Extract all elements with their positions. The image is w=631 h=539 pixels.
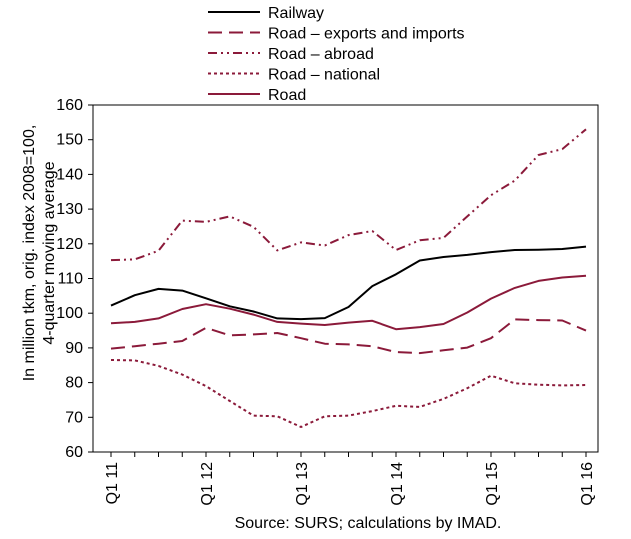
legend-label: Road – abroad	[268, 46, 374, 63]
x-tick-label: Q1 14	[389, 462, 406, 506]
legend-label: Railway	[268, 5, 324, 22]
y-tick-label: 110	[57, 271, 83, 288]
source-note: Source: SURS; calculations by IMAD.	[235, 515, 502, 532]
legend: Railway Road – exports and imports Road – …	[208, 5, 465, 104]
y-tick-label: 90	[65, 340, 83, 357]
series-line-0	[110, 245, 587, 321]
series-line-1	[110, 318, 587, 355]
y-tick-label: 80	[65, 375, 83, 392]
y-tick-label: 150	[56, 132, 83, 149]
x-tick-label: Q1 13	[294, 462, 311, 506]
y-tick-label: 60	[65, 444, 83, 461]
x-axis: Q1 11 Q1 12 Q1 13 Q1 14 Q1 15 Q1 16	[104, 452, 596, 506]
x-tick-label: Q1 11	[104, 462, 121, 505]
y-tick-label: 140	[56, 166, 83, 183]
y-tick-label: 120	[56, 236, 83, 253]
y-tick-label: 70	[65, 409, 83, 426]
series-line-2	[110, 128, 587, 262]
y-tick-label: 160	[56, 97, 83, 114]
y-tick-label: 100	[56, 305, 83, 322]
y-tick-label: 130	[56, 201, 83, 218]
x-tick-label: Q1 12	[199, 462, 216, 506]
y-axis-label-line2: 4-quarter moving average	[41, 161, 58, 344]
series-line-3	[110, 359, 587, 428]
series-line-4	[110, 274, 587, 331]
legend-label: Road	[268, 87, 306, 104]
x-tick-label: Q1 16	[579, 462, 596, 506]
legend-label: Road – exports and imports	[268, 26, 465, 43]
y-axis: 60 70 80 90 100 110 120 130 140 150 160	[56, 97, 93, 461]
y-axis-label-line1: In million tkm, orig. index 2008=100,	[21, 125, 38, 382]
legend-label: Road – national	[268, 67, 380, 84]
plot-area	[92, 104, 599, 453]
plot-frame	[92, 104, 599, 453]
x-tick-label: Q1 15	[484, 462, 501, 506]
